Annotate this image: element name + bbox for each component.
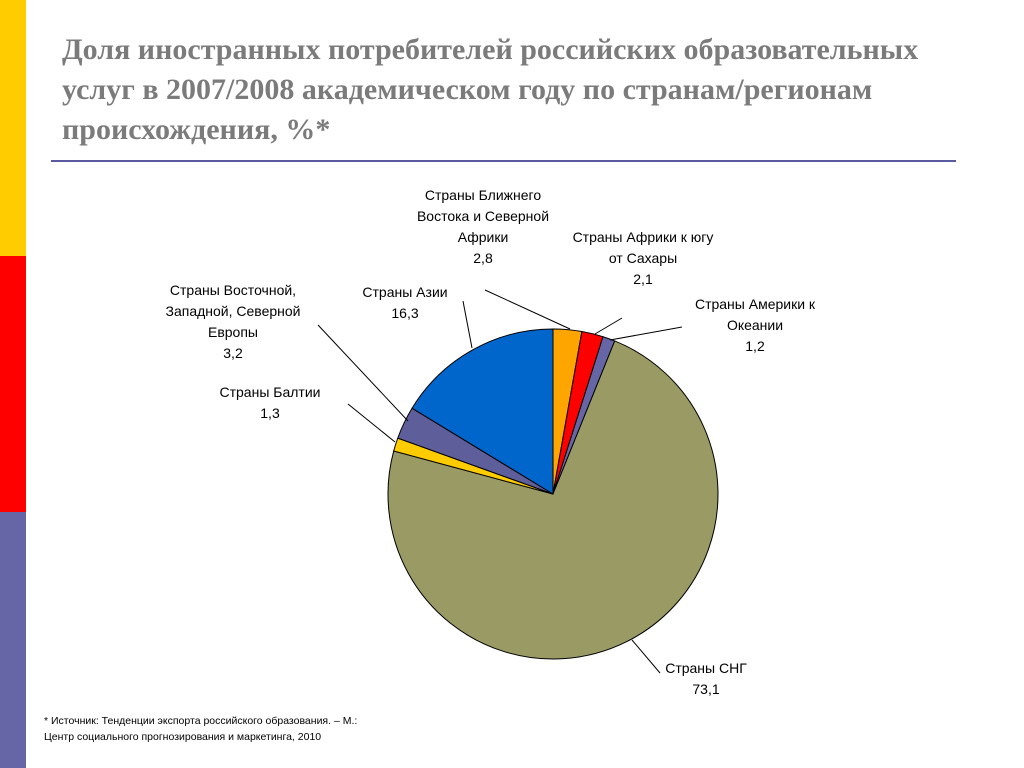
slice-label-6: Страны Азии 16,3 xyxy=(362,284,447,321)
slice-label-line-6-0: Страны Азии xyxy=(362,284,447,300)
slide-title: Доля иностранных потребителей российских… xyxy=(62,33,919,146)
slice-label-line-5-0: Страны Восточной, xyxy=(170,282,296,298)
slice-label-1: Страны Африки к югу от Сахары 2,1 xyxy=(573,229,714,287)
source-footnote: * Источник: Тенденции экспорта российско… xyxy=(44,713,544,745)
slice-label-5: Страны Восточной, Западной, Северной Европ… xyxy=(166,282,301,361)
leader-line-3 xyxy=(631,639,661,674)
leader-line-4 xyxy=(347,403,396,443)
slice-label-line-0-2: Африки xyxy=(458,229,509,245)
slice-label-line-1-1: от Сахары xyxy=(609,250,677,266)
slice-label-4: Страны Балтии 1,3 xyxy=(220,384,321,421)
slice-label-line-2-0: Страны Америки к xyxy=(695,296,816,312)
footnote-line-1: * Источник: Тенденции экспорта российско… xyxy=(44,715,358,727)
slice-value-6: 16,3 xyxy=(391,305,418,321)
slice-label-2: Страны Америки к Океании 1,2 xyxy=(695,296,816,354)
slice-label-3: Страны СНГ 73,1 xyxy=(665,660,747,697)
slice-label-line-5-1: Западной, Северной xyxy=(166,303,301,319)
pie-slice-3 xyxy=(387,340,719,660)
pie-slice-6 xyxy=(411,328,554,495)
slice-value-2: 1,2 xyxy=(745,338,765,354)
footnote-line-2: Центр социального прогнозирования и марк… xyxy=(44,731,322,743)
title-divider xyxy=(51,160,956,162)
leader-line-0 xyxy=(484,289,571,330)
slice-label-line-5-2: Европы xyxy=(208,324,258,340)
side-bar-yellow xyxy=(0,0,26,256)
slice-label-line-0-0: Страны Ближнего xyxy=(425,187,541,203)
leader-line-1 xyxy=(594,317,623,335)
slice-label-line-2-1: Океании xyxy=(727,317,783,333)
slice-value-0: 2,8 xyxy=(473,250,493,266)
slice-value-3: 73,1 xyxy=(692,681,719,697)
slice-value-1: 2,1 xyxy=(633,271,653,287)
slice-label-line-4-0: Страны Балтии xyxy=(220,384,321,400)
leader-line-6 xyxy=(462,300,473,349)
leader-line-2 xyxy=(609,326,683,341)
slice-label-line-3-0: Страны СНГ xyxy=(665,660,747,676)
side-bar-red xyxy=(0,256,26,512)
slice-value-5: 3,2 xyxy=(223,345,243,361)
side-bar-purple xyxy=(0,512,26,768)
slice-label-0: Страны Ближнего Востока и Северной Африки 2… xyxy=(417,187,549,266)
slice-label-line-1-0: Страны Африки к югу xyxy=(573,229,714,245)
slice-label-line-0-1: Востока и Северной xyxy=(417,208,549,224)
slice-value-4: 1,3 xyxy=(260,405,280,421)
leader-line-5 xyxy=(317,324,409,422)
